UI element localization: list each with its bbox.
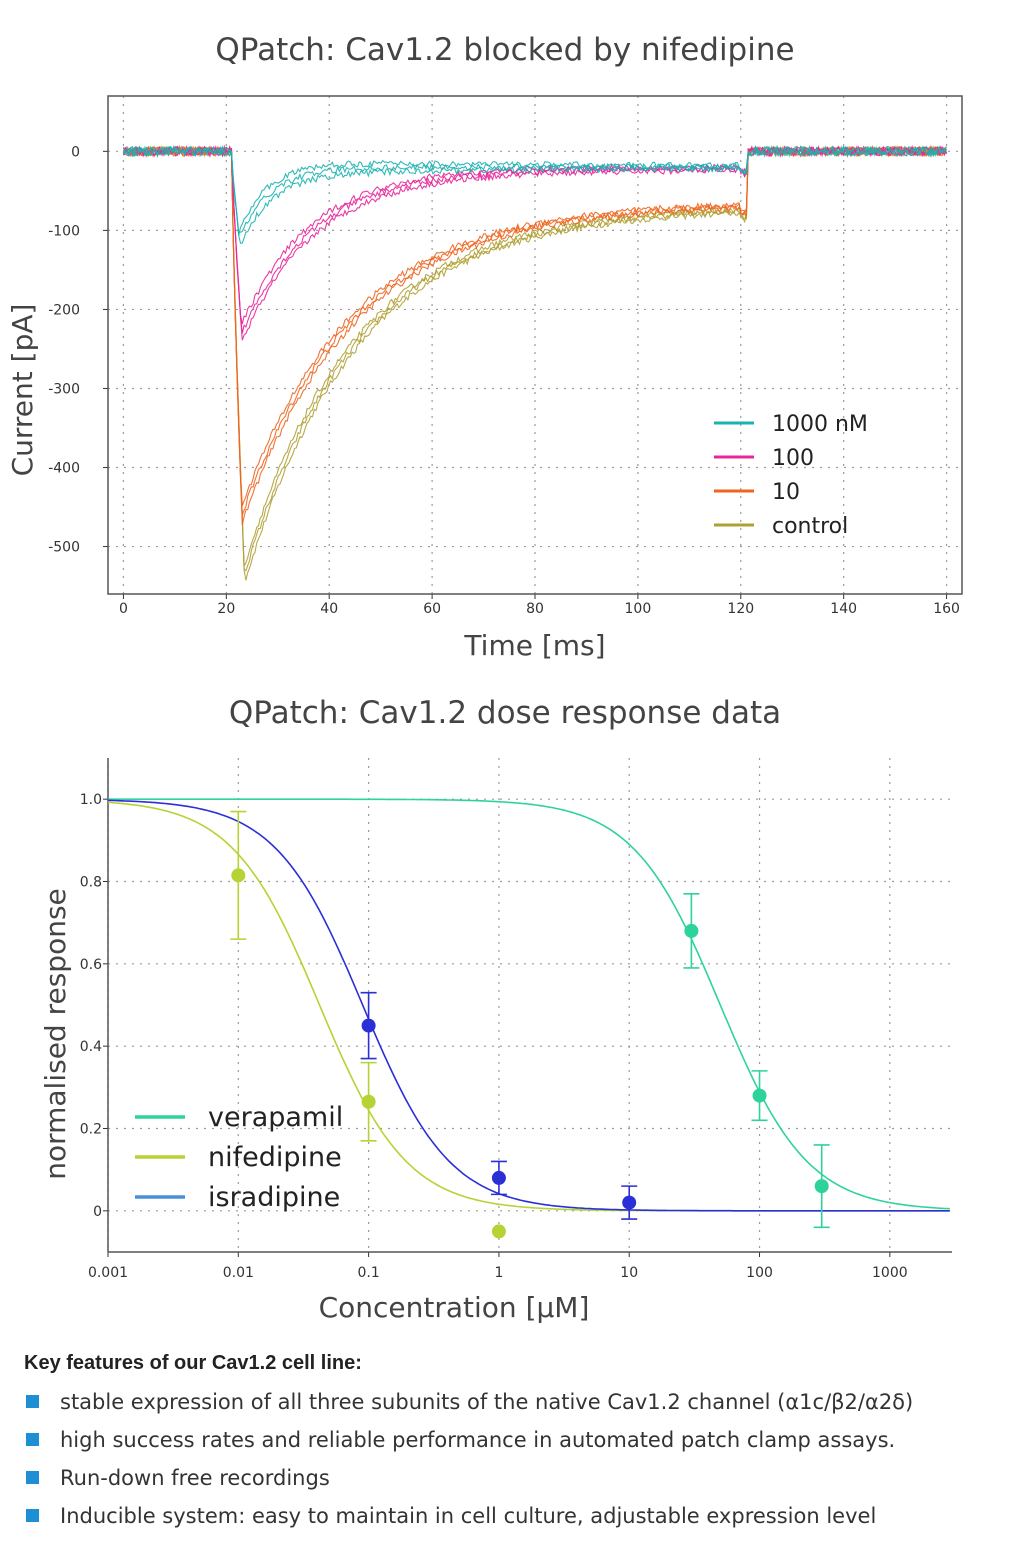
features-section: Key features of our Cav1.2 cell line: st…: [24, 1352, 994, 1535]
x-tick-label: 140: [830, 601, 857, 617]
legend-label: 100: [772, 446, 814, 471]
trace-line-100: [123, 145, 947, 325]
plot-frame: [107, 95, 963, 595]
features-list: stable expression of all three subunits …: [24, 1383, 994, 1535]
y-tick-label: 0.8: [80, 875, 102, 891]
feature-text: stable expression of all three subunits …: [60, 1390, 914, 1414]
x-tick-label: 120: [727, 601, 754, 617]
data-point-nifedipine: [361, 1094, 376, 1109]
x-tick-label: 10: [620, 1265, 638, 1281]
y-tick-label: 0: [71, 144, 80, 160]
x-tick-label: 40: [320, 601, 338, 617]
y-axis-title: Current [pA]: [6, 304, 39, 477]
chart1-title: QPatch: Cav1.2 blocked by nifedipine: [215, 32, 795, 68]
y-tick-label: 0.6: [80, 957, 102, 973]
square-bullet-icon: [26, 1471, 39, 1484]
square-bullet-icon: [26, 1433, 39, 1446]
fit-curve-isradipine: [107, 799, 950, 1212]
trace-line-1000-nM: [122, 144, 947, 244]
data-point-isradipine: [491, 1170, 506, 1185]
data-point-nifedipine: [231, 868, 246, 883]
x-tick-label: 100: [746, 1265, 773, 1281]
legend-label: 10: [772, 480, 800, 505]
y-tick-label: 0.2: [80, 1122, 102, 1138]
trace-line-100: [123, 144, 947, 341]
x-tick-label: 160: [933, 601, 960, 617]
x-axis-title: Concentration [µM]: [319, 1291, 590, 1324]
legend-label: nifedipine: [208, 1142, 342, 1173]
feature-item: high success rates and reliable performa…: [24, 1421, 994, 1459]
data-point-isradipine: [361, 1018, 376, 1033]
features-heading: Key features of our Cav1.2 cell line:: [24, 1352, 362, 1374]
y-tick-label: -300: [48, 381, 80, 397]
square-bullet-icon: [26, 1395, 39, 1408]
x-tick-label: 0: [119, 601, 128, 617]
x-tick-label: 60: [423, 601, 441, 617]
y-tick-label: 1.0: [80, 792, 102, 808]
legend-label: isradipine: [208, 1182, 340, 1213]
feature-text: Run-down free recordings: [60, 1466, 330, 1490]
y-axis-title: normalised response: [39, 888, 72, 1180]
trace-line-1000-nM: [123, 144, 947, 236]
x-tick-label: 0.1: [357, 1265, 379, 1281]
chart2-title: QPatch: Cav1.2 dose response data: [228, 695, 782, 731]
y-tick-label: 0.4: [80, 1039, 102, 1055]
feature-text: Inducible system: easy to maintain in ce…: [60, 1504, 877, 1528]
y-tick-label: -400: [48, 461, 80, 477]
fit-curve-verapamil: [108, 798, 950, 1210]
feature-item: Run-down free recordings: [24, 1459, 994, 1497]
x-tick-label: 1: [494, 1265, 503, 1281]
data-point-isradipine: [622, 1195, 637, 1210]
y-tick-label: 0: [93, 1204, 102, 1220]
x-axis-title: Time [ms]: [463, 629, 605, 662]
data-point-verapamil: [752, 1088, 767, 1103]
current-trace-chart: 0 20 40 60 80 100 120 140 160 0 -100 -200 -300 -400 -5…: [6, 95, 963, 662]
legend-label: control: [772, 514, 848, 539]
data-point-nifedipine: [491, 1224, 506, 1239]
feature-text: high success rates and reliable performa…: [60, 1428, 896, 1452]
feature-item: Inducible system: easy to maintain in ce…: [24, 1497, 994, 1535]
x-tick-label: 20: [217, 601, 235, 617]
plot-area: [108, 758, 952, 1252]
x-tick-label: 0.001: [88, 1265, 128, 1281]
x-tick-label: 0.01: [223, 1265, 254, 1281]
legend-label: 1000 nM: [772, 412, 868, 437]
feature-item: stable expression of all three subunits …: [24, 1383, 994, 1421]
y-tick-label: -500: [48, 540, 80, 556]
x-tick-label: 80: [526, 601, 544, 617]
x-tick-label: 1000: [872, 1265, 908, 1281]
legend-label: verapamil: [208, 1102, 343, 1133]
dose-response-chart: 0.001 0.01 0.1 1 10 100 1000 1.0 0.8 0.6 0.4 0.2 0 Co…: [39, 758, 952, 1324]
y-tick-label: -100: [48, 223, 80, 239]
trace-line-1000-nM: [123, 145, 947, 233]
data-point-verapamil: [684, 923, 699, 938]
y-tick-label: -200: [48, 302, 80, 318]
square-bullet-icon: [26, 1509, 39, 1522]
data-point-verapamil: [814, 1179, 829, 1194]
x-tick-label: 100: [625, 601, 652, 617]
